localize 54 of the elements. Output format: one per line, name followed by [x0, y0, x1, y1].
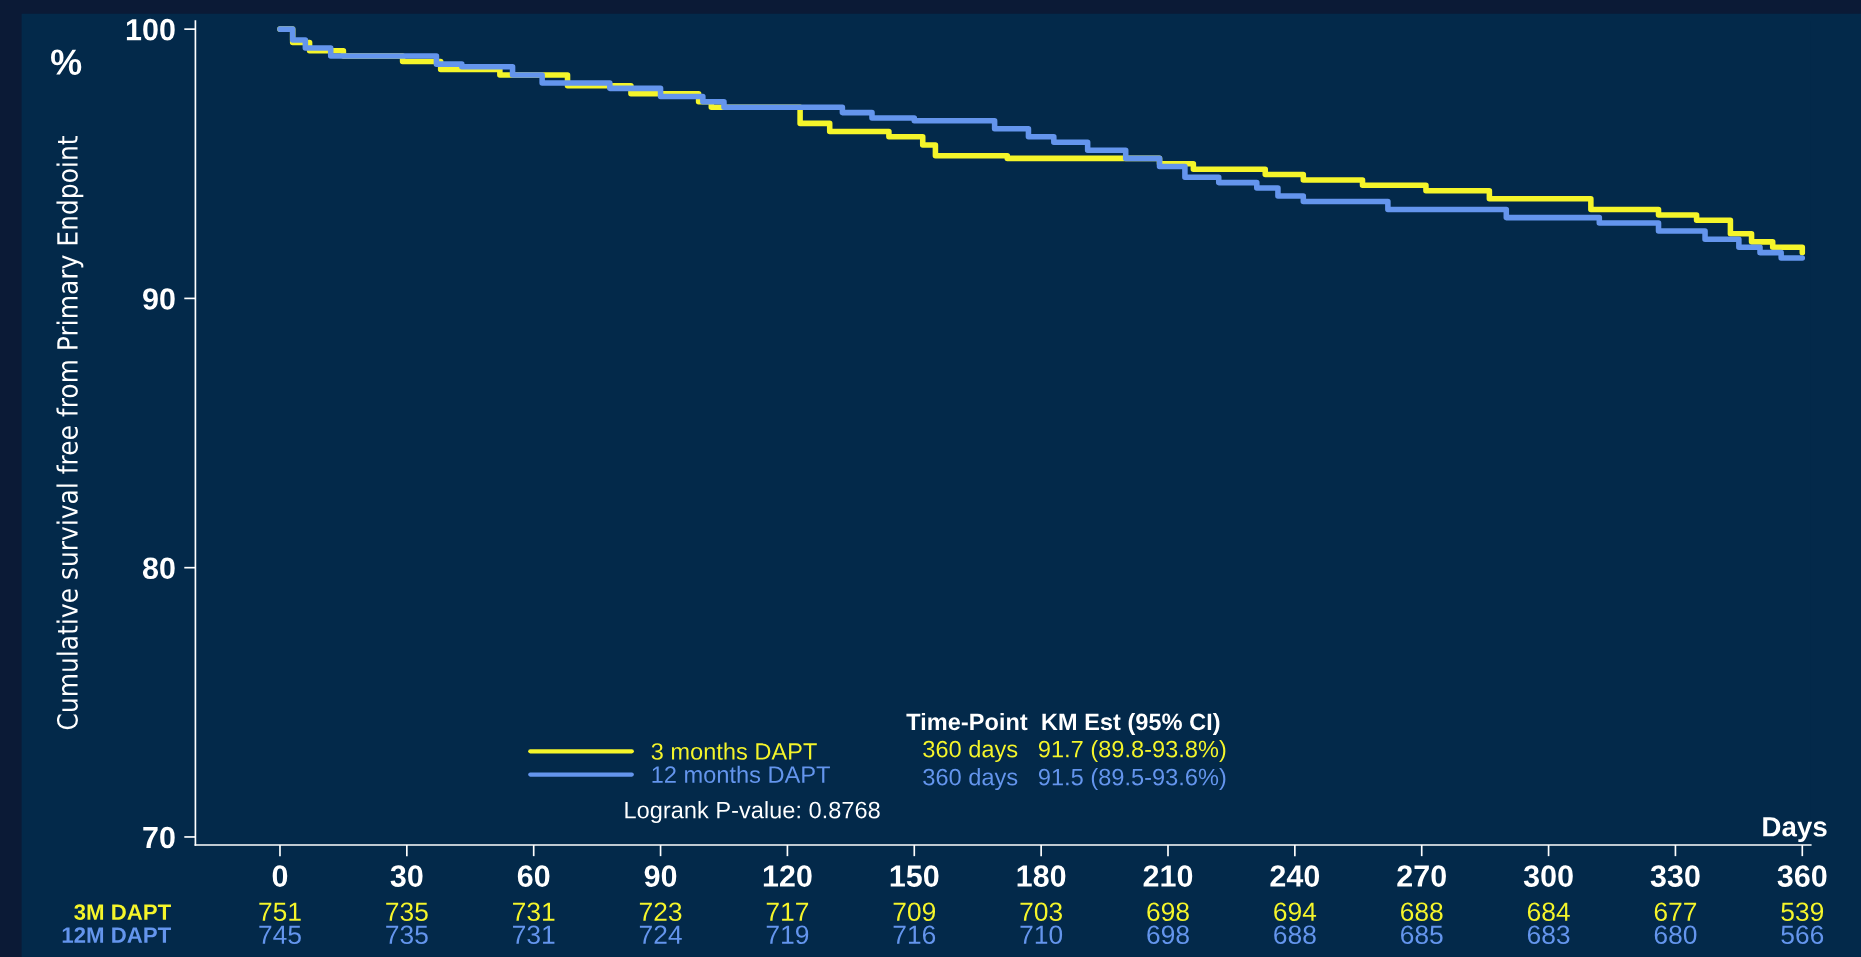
y-tick-label: 70 — [143, 826, 175, 849]
y-axis-title: Cumulative survival free from Primary Endpoint — [56, 136, 84, 730]
text: % — [51, 49, 82, 75]
x-tick-label: 0 — [272, 865, 288, 887]
x-tick-label: 330 — [1650, 865, 1700, 887]
x-tick-label: 240 — [1270, 865, 1320, 887]
text: 735 — [386, 925, 428, 945]
x-tick-label: 90 — [644, 865, 677, 887]
annotation: Time-Point KM Est (95% CI) — [906, 712, 1220, 735]
x-tick-label: 30 — [390, 865, 423, 887]
y-tick-label: 90 — [143, 288, 175, 310]
legend-label: 3 months DAPT — [651, 742, 817, 760]
text: 3M DAPT — [74, 904, 171, 920]
text: 723 — [639, 902, 682, 922]
text: 716 — [893, 925, 936, 945]
text: 717 — [766, 902, 809, 921]
text: 709 — [893, 902, 936, 922]
text: 688 — [1401, 902, 1443, 922]
annotation: 360 days 91.7 (89.8-93.8%) — [923, 740, 1226, 763]
text: 539 — [1781, 902, 1824, 922]
text: 698 — [1147, 902, 1189, 922]
x-tick-label: 60 — [517, 865, 550, 887]
x-tick-label: 360 — [1777, 865, 1827, 887]
text: 719 — [766, 925, 809, 945]
text: 731 — [513, 902, 555, 922]
y-tick-label: 80 — [142, 557, 175, 580]
x-tick-label: 210 — [1143, 865, 1193, 887]
text: 703 — [1020, 902, 1062, 922]
text: 12M DAPT — [62, 927, 171, 943]
text: 731 — [513, 925, 555, 945]
text: 566 — [1781, 925, 1824, 945]
x-axis-title: Days — [1763, 817, 1827, 843]
text: 724 — [639, 925, 682, 944]
text: 683 — [1527, 925, 1570, 945]
legend-label: 12 months DAPT — [652, 765, 830, 784]
text: 685 — [1401, 925, 1443, 945]
x-tick-label: 300 — [1523, 865, 1573, 887]
text: 684 — [1527, 902, 1570, 922]
text: 688 — [1274, 925, 1316, 945]
text: 680 — [1654, 925, 1697, 945]
text: 735 — [386, 902, 428, 922]
x-tick-label: 120 — [763, 865, 812, 887]
text: 710 — [1020, 925, 1063, 945]
x-tick-label: 180 — [1017, 865, 1066, 887]
annotation: Logrank P-value: 0.8768 — [625, 801, 880, 824]
x-tick-label: 270 — [1397, 865, 1446, 887]
x-tick-label: 150 — [890, 865, 939, 887]
text: 677 — [1654, 902, 1697, 922]
text: 751 — [259, 902, 301, 922]
y-tick-label: 100 — [126, 18, 175, 41]
text: 745 — [259, 925, 301, 945]
text: 698 — [1147, 925, 1189, 945]
text: 694 — [1274, 902, 1317, 922]
annotation: 360 days 91.5 (89.5-93.6%) — [923, 768, 1226, 791]
